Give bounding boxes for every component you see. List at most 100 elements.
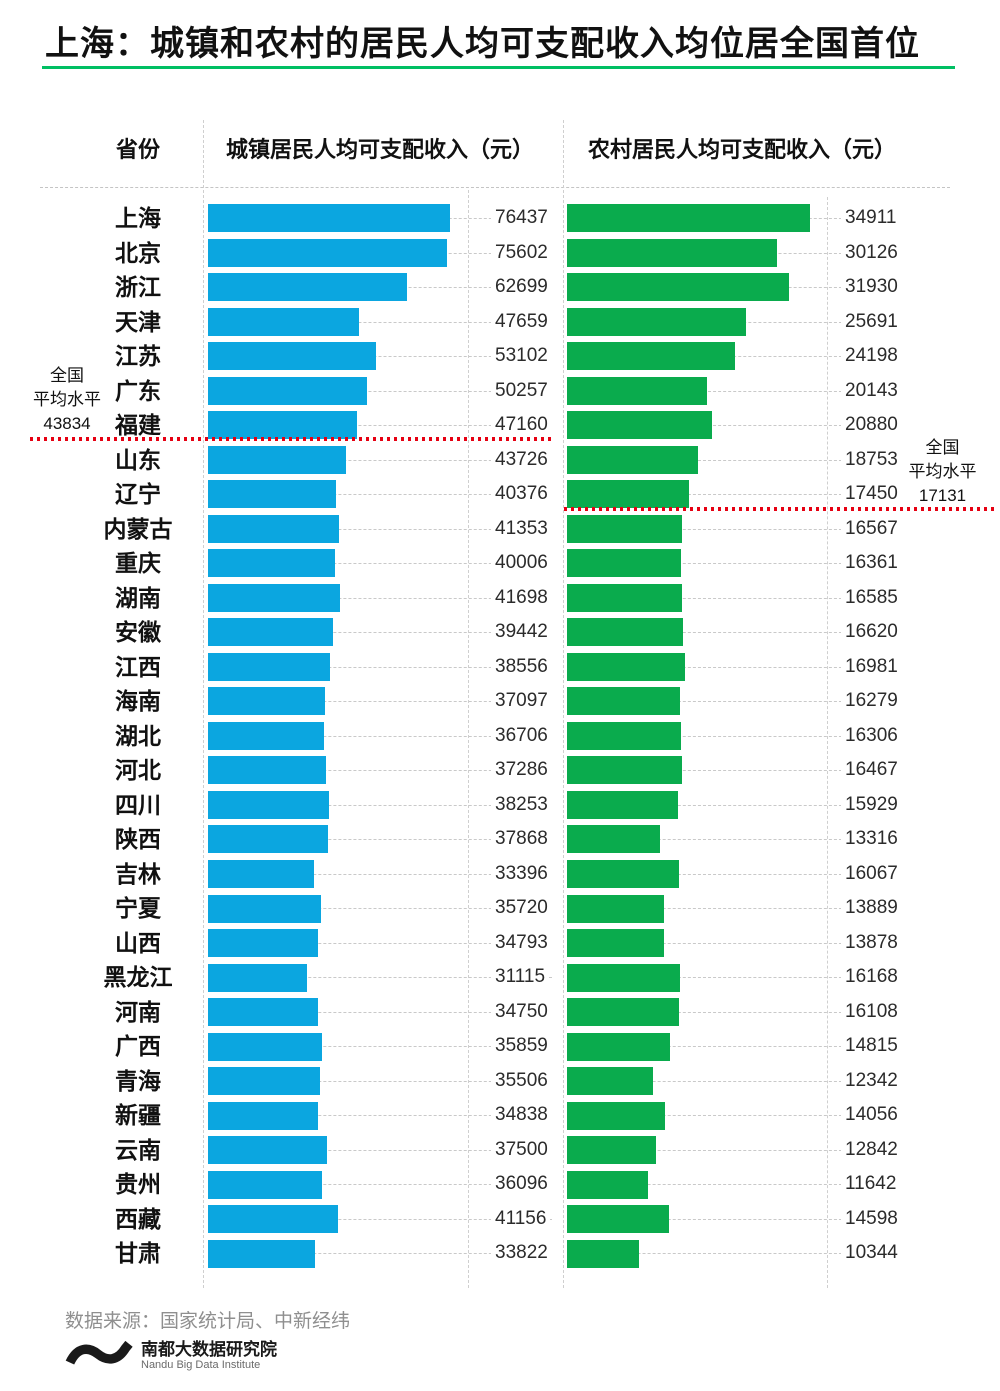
province-label: 西藏 bbox=[115, 1205, 161, 1232]
rural-cell: 24198 bbox=[567, 339, 997, 374]
urban-cell: 34838 bbox=[208, 1098, 552, 1133]
rural-bar bbox=[567, 204, 810, 233]
province-label: 甘肃 bbox=[115, 1240, 161, 1267]
logo-text-block: 南都大数据研究院 Nandu Big Data Institute bbox=[141, 1340, 277, 1372]
rural-bar bbox=[567, 583, 683, 612]
column-divider bbox=[203, 120, 204, 1288]
chart-rows: 上海 76437 34911 北京 75602 30126 浙江 62699 31930 天津 47… bbox=[0, 201, 1000, 1271]
rural-value: 13878 bbox=[841, 925, 902, 961]
urban-value: 38253 bbox=[491, 787, 552, 823]
leader-line bbox=[567, 1184, 847, 1186]
table-row: 广东 50257 20143 bbox=[0, 373, 1000, 409]
rural-bar bbox=[567, 480, 689, 509]
rural-bar bbox=[567, 721, 681, 750]
province-label: 广东 bbox=[115, 377, 161, 404]
urban-cell: 35720 bbox=[208, 891, 552, 926]
annotation-line: 全国 bbox=[925, 438, 960, 457]
urban-cell: 76437 bbox=[208, 201, 552, 236]
rural-cell: 13316 bbox=[567, 822, 997, 857]
leader-line bbox=[208, 873, 552, 875]
rural-cell: 16108 bbox=[567, 994, 997, 1030]
urban-value: 34750 bbox=[491, 994, 552, 1030]
urban-cell: 41156 bbox=[208, 1201, 552, 1237]
rural-bar bbox=[567, 445, 698, 474]
rural-bar bbox=[567, 790, 678, 819]
rural-cell: 34911 bbox=[567, 201, 997, 236]
rural-cell: 16279 bbox=[567, 684, 997, 719]
urban-value: 40006 bbox=[491, 546, 552, 581]
urban-cell: 33822 bbox=[208, 1236, 552, 1271]
rural-cell: 18753 bbox=[567, 442, 997, 478]
rural-cell: 16067 bbox=[567, 856, 997, 892]
page-title: 上海：城镇和农村的居民人均可支配收入均位居全国首位 bbox=[45, 25, 920, 63]
rural-cell: 11642 bbox=[567, 1167, 997, 1202]
urban-bar bbox=[208, 445, 347, 474]
rural-value: 16108 bbox=[841, 994, 902, 1030]
rural-bar bbox=[567, 859, 679, 888]
rural-value: 16585 bbox=[841, 580, 902, 616]
rural-bar bbox=[567, 273, 790, 302]
rural-cell: 30126 bbox=[567, 235, 997, 271]
table-row: 山东 43726 18753 bbox=[0, 442, 1000, 478]
rural-bar bbox=[567, 376, 708, 405]
province-label: 辽宁 bbox=[115, 481, 161, 508]
urban-cell: 47160 bbox=[208, 408, 552, 443]
rural-value: 16168 bbox=[841, 960, 902, 995]
urban-cell: 39442 bbox=[208, 615, 552, 650]
leader-line bbox=[567, 528, 847, 530]
urban-cell: 36706 bbox=[208, 718, 552, 754]
province-label: 宁夏 bbox=[115, 895, 161, 922]
urban-value: 34838 bbox=[491, 1098, 552, 1133]
annotation-line: 平均水平 bbox=[908, 462, 977, 481]
rural-value: 13889 bbox=[841, 891, 902, 926]
rural-value: 16567 bbox=[841, 511, 902, 547]
urban-bar bbox=[208, 1136, 327, 1165]
rural-cell: 16567 bbox=[567, 511, 997, 547]
annotation-line: 全国 bbox=[50, 366, 84, 385]
urban-bar bbox=[208, 1205, 339, 1234]
rural-value: 16306 bbox=[841, 718, 902, 754]
leader-line bbox=[567, 563, 847, 565]
leader-line bbox=[208, 804, 552, 806]
rural-cell: 25691 bbox=[567, 304, 997, 340]
urban-value: 36096 bbox=[491, 1167, 552, 1202]
rural-value: 30126 bbox=[841, 235, 902, 271]
table-row: 重庆 40006 16361 bbox=[0, 546, 1000, 581]
table-row: 四川 38253 15929 bbox=[0, 787, 1000, 823]
province-label: 安徽 bbox=[115, 619, 161, 646]
leader-line bbox=[208, 701, 552, 703]
province-label: 上海 bbox=[115, 205, 161, 231]
urban-value: 41353 bbox=[491, 511, 552, 547]
province-label: 北京 bbox=[115, 239, 161, 266]
table-row: 西藏 41156 14598 bbox=[0, 1201, 1000, 1237]
rural-average-annotation: 全国 平均水平 17131 bbox=[895, 436, 990, 508]
rural-bar bbox=[567, 1067, 653, 1096]
leader-line bbox=[208, 1011, 552, 1013]
urban-cell: 37868 bbox=[208, 822, 552, 857]
leader-line bbox=[208, 390, 552, 392]
rural-cell: 16981 bbox=[567, 649, 997, 685]
province-label: 河南 bbox=[115, 998, 161, 1025]
leader-line bbox=[208, 942, 552, 944]
leader-line bbox=[567, 770, 847, 772]
rural-bar bbox=[567, 307, 746, 336]
rural-value: 25691 bbox=[841, 304, 902, 340]
table-row: 新疆 34838 14056 bbox=[0, 1098, 1000, 1133]
urban-cell: 33396 bbox=[208, 856, 552, 892]
leader-line bbox=[567, 908, 847, 910]
province-label: 山东 bbox=[115, 446, 161, 473]
urban-bar bbox=[208, 998, 318, 1027]
rural-value: 11642 bbox=[841, 1167, 901, 1202]
urban-value: 75602 bbox=[491, 235, 552, 271]
urban-cell: 37500 bbox=[208, 1132, 552, 1168]
rural-bar bbox=[567, 342, 736, 371]
urban-cell: 34793 bbox=[208, 925, 552, 961]
leader-line bbox=[208, 356, 552, 358]
rural-cell: 16361 bbox=[567, 546, 997, 581]
leader-line bbox=[208, 632, 552, 634]
urban-cell: 47659 bbox=[208, 304, 552, 340]
urban-cell: 40006 bbox=[208, 546, 552, 581]
rural-bar bbox=[567, 1205, 669, 1234]
rural-value: 14056 bbox=[841, 1098, 902, 1133]
